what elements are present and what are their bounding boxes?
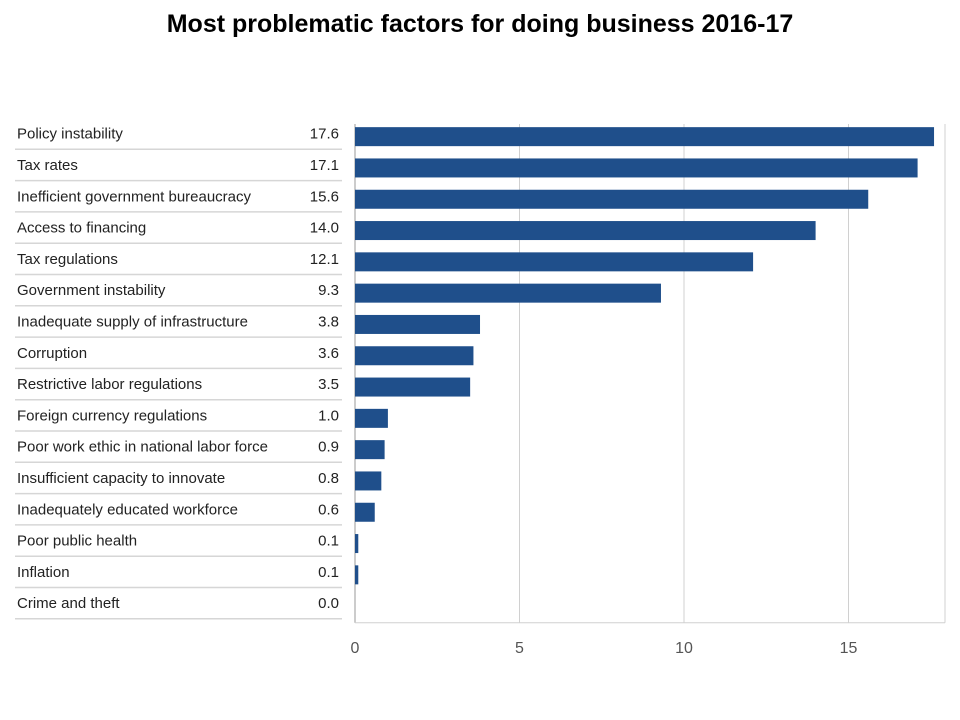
value-label: 0.1	[318, 533, 339, 550]
category-label: Restrictive labor regulations	[17, 376, 202, 393]
bar	[355, 158, 918, 178]
category-label: Policy instability	[17, 126, 123, 143]
category-label: Insufficient capacity to innovate	[17, 470, 225, 487]
category-label: Inadequately educated workforce	[17, 501, 238, 518]
category-label: Crime and theft	[17, 595, 120, 612]
category-label: Poor work ethic in national labor force	[17, 439, 268, 456]
category-label: Tax regulations	[17, 251, 118, 268]
category-label: Poor public health	[17, 533, 137, 550]
value-label: 12.1	[310, 251, 339, 268]
category-label: Inefficient government bureaucracy	[17, 188, 252, 205]
x-tick-label: 10	[675, 640, 693, 657]
bar	[355, 189, 869, 209]
bar	[355, 377, 471, 397]
value-label: 17.1	[310, 157, 339, 174]
bar	[355, 408, 388, 428]
category-label: Inflation	[17, 564, 70, 581]
category-label: Access to financing	[17, 220, 146, 237]
bar	[355, 346, 474, 366]
value-label: 3.5	[318, 376, 339, 393]
chart-title: Most problematic factors for doing busin…	[166, 10, 794, 38]
category-label: Corruption	[17, 345, 87, 362]
category-label: Inadequate supply of infrastructure	[17, 313, 248, 330]
x-tick-label: 5	[515, 640, 524, 657]
bar	[355, 221, 816, 241]
value-label: 3.6	[318, 345, 339, 362]
value-label: 0.0	[318, 595, 339, 612]
bar	[355, 502, 375, 522]
value-label: 1.0	[318, 407, 339, 424]
bar	[355, 534, 359, 554]
bar	[355, 127, 935, 147]
category-label: Foreign currency regulations	[17, 407, 207, 424]
bar	[355, 252, 754, 272]
x-tick-label: 15	[840, 640, 858, 657]
bar	[355, 471, 382, 491]
category-label: Government instability	[17, 282, 166, 299]
bar	[355, 314, 481, 334]
bar	[355, 283, 661, 303]
value-label: 0.9	[318, 439, 339, 456]
x-tick-label: 0	[351, 640, 360, 657]
value-label: 17.6	[310, 126, 339, 143]
value-label: 3.8	[318, 313, 339, 330]
value-label: 0.8	[318, 470, 339, 487]
value-label: 14.0	[310, 220, 339, 237]
value-label: 0.1	[318, 564, 339, 581]
value-label: 15.6	[310, 188, 339, 205]
value-label: 0.6	[318, 501, 339, 518]
bar	[355, 565, 359, 585]
value-label: 9.3	[318, 282, 339, 299]
bar	[355, 440, 385, 460]
category-label: Tax rates	[17, 157, 78, 174]
